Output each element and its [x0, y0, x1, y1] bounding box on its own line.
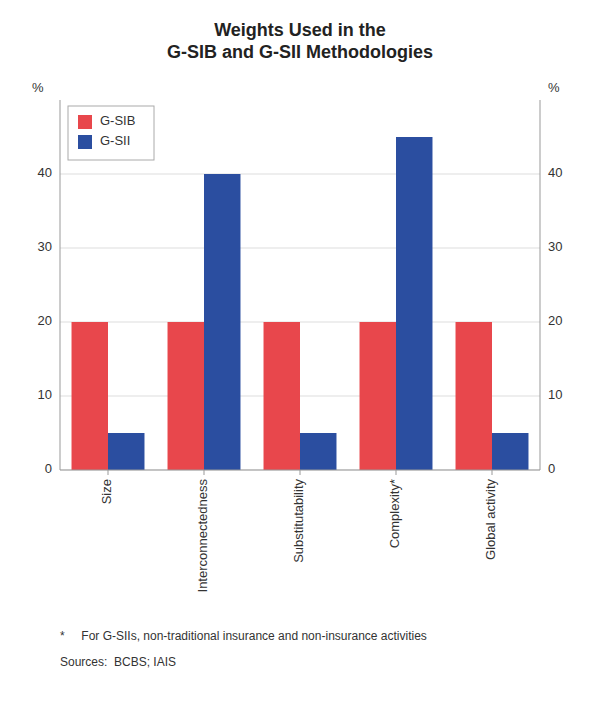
grid-line — [60, 174, 540, 175]
background — [0, 0, 600, 709]
title-line: G-SIB and G-SII Methodologies — [167, 42, 433, 62]
bar — [72, 322, 108, 470]
bar — [360, 322, 396, 470]
x-tick-label: Global activity — [483, 479, 498, 560]
legend-swatch — [78, 135, 92, 149]
x-tick — [204, 470, 205, 475]
bar — [204, 174, 240, 470]
bar — [396, 137, 432, 470]
x-tick — [492, 470, 493, 475]
grid — [60, 174, 540, 470]
y-axis-line — [60, 100, 61, 470]
legend: G-SIB G-SII — [68, 106, 154, 160]
y-tick-label: 10 — [38, 387, 52, 402]
legend-swatch — [78, 115, 92, 129]
y2-tick-label: 0 — [548, 461, 555, 476]
title-line: Weights Used in the — [214, 20, 386, 40]
y2-tick-label: 10 — [548, 387, 562, 402]
y2-tick-label: 20 — [548, 313, 562, 328]
bar — [300, 433, 336, 470]
chart-container: 0 10 20 30 40 0 10 20 30 40 Size Interconnectedness… — [0, 0, 600, 709]
bar — [264, 322, 300, 470]
footnote: * For G-SIIs, non-traditional insurance … — [60, 629, 427, 643]
bars — [72, 137, 529, 470]
y2-axis-line — [540, 100, 541, 470]
x-tick — [300, 470, 301, 475]
y2-tick-label: 40 — [548, 165, 562, 180]
y-axis-label: % — [32, 80, 44, 95]
x-tick — [396, 470, 397, 475]
y-tick-label: 0 — [45, 461, 52, 476]
legend-label: G-SII — [100, 133, 130, 148]
bar — [456, 322, 492, 470]
grid-line — [60, 248, 540, 249]
chart: 0 10 20 30 40 0 10 20 30 40 Size Interconnectedness… — [0, 0, 600, 709]
title: Weights Used in theG-SIB and G-SII Metho… — [167, 20, 433, 62]
y2-axis-label: % — [548, 80, 560, 95]
y-tick-label: 40 — [38, 165, 52, 180]
bar — [492, 433, 528, 470]
bar — [168, 322, 204, 470]
x-tick-label: Substitutability — [291, 479, 306, 563]
series — [108, 137, 528, 470]
y-tick-label: 20 — [38, 313, 52, 328]
bar — [108, 433, 144, 470]
x-tick — [108, 470, 109, 475]
x-tick-label: Interconnectedness — [195, 479, 210, 593]
x-tick-label: Size — [99, 479, 114, 504]
x-tick-label: Complexity* — [387, 479, 402, 548]
legend-label: G-SIB — [100, 113, 135, 128]
legend-frame — [68, 106, 154, 160]
footnote: Sources: BCBS; IAIS — [60, 655, 176, 669]
y2-tick-label: 30 — [548, 239, 562, 254]
y-tick-label: 30 — [38, 239, 52, 254]
